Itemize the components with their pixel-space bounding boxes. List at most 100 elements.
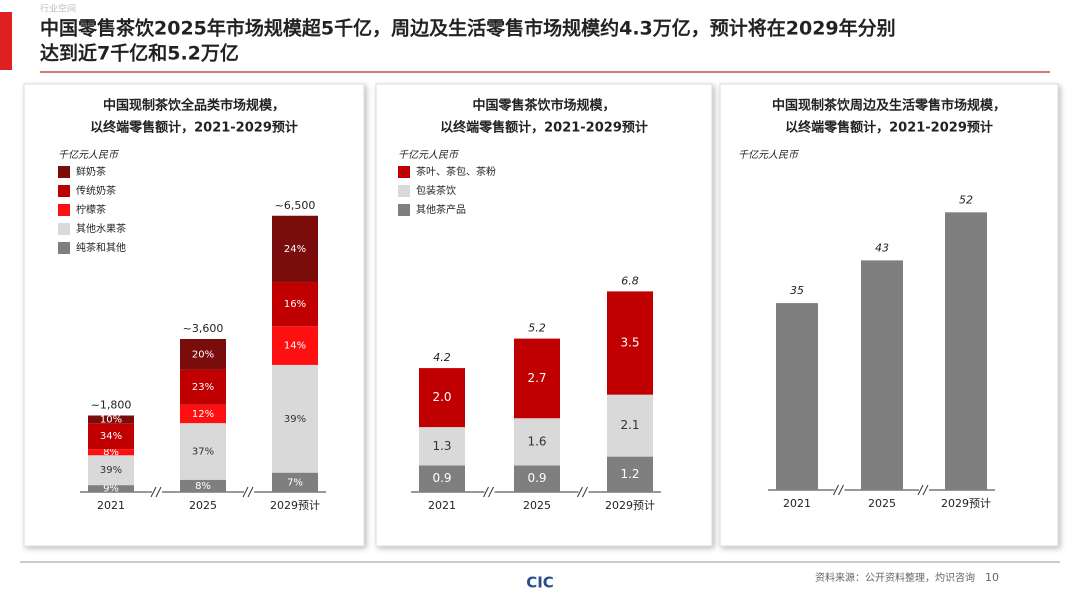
bar-segment bbox=[272, 282, 318, 327]
legend-label: 包装茶饮 bbox=[416, 184, 456, 197]
bar-segment bbox=[272, 364, 318, 473]
total-label: 6.8 bbox=[621, 274, 639, 287]
segment-label: 1.6 bbox=[527, 434, 546, 448]
segment-label: 14% bbox=[284, 341, 306, 352]
segment-label: 8% bbox=[103, 447, 119, 458]
bar-segment bbox=[419, 427, 465, 466]
bar-segment bbox=[180, 423, 226, 480]
source-note: 资料来源：公开资料整理，灼识咨询 bbox=[815, 571, 975, 584]
legend-label: 鲜奶茶 bbox=[76, 165, 106, 178]
footer-logo: CIC bbox=[526, 574, 554, 592]
legend-swatch bbox=[58, 204, 70, 216]
bar-segment bbox=[180, 339, 226, 370]
x-tick-label: 2021 bbox=[97, 499, 125, 512]
bar-segment bbox=[607, 394, 653, 457]
axis-break bbox=[577, 486, 583, 498]
axis-break bbox=[917, 484, 924, 496]
legend-label: 茶叶、茶包、茶粉 bbox=[416, 165, 496, 178]
accent-bar bbox=[0, 12, 12, 70]
segment-label: 2.1 bbox=[620, 418, 639, 432]
axis-break-gap bbox=[919, 487, 929, 493]
segment-label: 8% bbox=[195, 481, 211, 492]
axis-break-gap bbox=[578, 489, 589, 495]
legend-label: 其他茶产品 bbox=[416, 203, 466, 216]
axis-break bbox=[155, 486, 162, 498]
chart-title: 以终端零售额计，2021-2029预计 bbox=[785, 120, 993, 136]
segment-label: 20% bbox=[192, 349, 214, 360]
x-tick-label: 2021 bbox=[428, 499, 456, 512]
axis-break bbox=[488, 486, 494, 498]
chart-title: 以终端零售额计，2021-2029预计 bbox=[90, 120, 298, 136]
x-tick-label: 2025 bbox=[523, 499, 551, 512]
legend-label: 柠檬茶 bbox=[76, 203, 106, 216]
segment-label: 0.9 bbox=[527, 471, 546, 485]
axis-break bbox=[247, 486, 254, 498]
bar-segment bbox=[607, 291, 653, 395]
legend-label: 纯茶和其他 bbox=[76, 241, 126, 254]
segment-label: 3.5 bbox=[620, 336, 639, 350]
legend-swatch bbox=[398, 204, 410, 216]
bar-segment bbox=[272, 326, 318, 365]
x-tick-label: 2029预计 bbox=[605, 499, 655, 512]
segment-label: 39% bbox=[284, 414, 306, 425]
axis-break-gap bbox=[484, 489, 495, 495]
bar-segment bbox=[607, 456, 653, 492]
segment-label: 2.7 bbox=[527, 371, 546, 385]
unit-label: 千亿元人民币 bbox=[58, 149, 120, 161]
segment-label: 9% bbox=[103, 484, 119, 495]
slide-title: 达到近7千亿和5.2万亿 bbox=[40, 42, 239, 65]
bar-segment bbox=[88, 449, 134, 456]
value-label: 35 bbox=[790, 284, 804, 297]
axis-break bbox=[922, 484, 929, 496]
legend-swatch bbox=[58, 166, 70, 178]
bar-segment bbox=[272, 215, 318, 283]
x-tick-label: 2029预计 bbox=[941, 497, 991, 510]
value-label: 52 bbox=[959, 193, 973, 206]
axis-break bbox=[242, 486, 249, 498]
segment-label: 1.2 bbox=[620, 467, 639, 481]
chart-title: 以终端零售额计，2021-2029预计 bbox=[440, 120, 648, 136]
segment-label: 16% bbox=[284, 299, 306, 310]
segment-label: 12% bbox=[192, 409, 214, 420]
segment-label: 7% bbox=[287, 477, 303, 488]
bar-segment bbox=[88, 455, 134, 486]
total-label: 5.2 bbox=[528, 322, 546, 335]
segment-label: 1.3 bbox=[432, 439, 451, 453]
x-tick-label: 2025 bbox=[189, 499, 217, 512]
segment-label: 0.9 bbox=[432, 471, 451, 485]
segment-label: 37% bbox=[192, 446, 214, 457]
legend-swatch bbox=[398, 185, 410, 197]
legend-label: 其他水果茶 bbox=[76, 222, 126, 235]
legend-swatch bbox=[398, 166, 410, 178]
bar-segment bbox=[180, 479, 226, 492]
x-tick-label: 2025 bbox=[868, 497, 896, 510]
bar bbox=[861, 260, 903, 490]
x-tick-label: 2029预计 bbox=[270, 499, 320, 512]
total-label: ~3,600 bbox=[183, 322, 224, 335]
section-label: 行业空间 bbox=[40, 3, 76, 15]
axis-break bbox=[483, 486, 489, 498]
segment-label: 10% bbox=[100, 414, 122, 425]
axis-break-gap bbox=[152, 489, 162, 495]
bar bbox=[945, 212, 987, 490]
bar-segment bbox=[88, 485, 134, 492]
total-label: 4.2 bbox=[433, 351, 451, 364]
bar-segment bbox=[272, 472, 318, 492]
legend-swatch bbox=[58, 185, 70, 197]
unit-label: 千亿元人民币 bbox=[738, 149, 800, 161]
axis-break bbox=[833, 484, 839, 496]
bar-segment bbox=[419, 465, 465, 492]
bar-segment bbox=[88, 415, 134, 424]
axis-break bbox=[582, 486, 588, 498]
legend-label: 传统奶茶 bbox=[76, 184, 116, 197]
axis-break bbox=[150, 486, 157, 498]
axis-break bbox=[838, 484, 844, 496]
segment-label: 34% bbox=[100, 431, 122, 442]
bar-segment bbox=[514, 338, 560, 419]
slide-title: 中国零售茶饮2025年市场规模超5千亿，周边及生活零售市场规模约4.3万亿，预计… bbox=[40, 17, 896, 40]
bar-segment bbox=[514, 418, 560, 466]
segment-label: 24% bbox=[284, 244, 306, 255]
bar-segment bbox=[88, 423, 134, 450]
bar bbox=[776, 303, 818, 490]
